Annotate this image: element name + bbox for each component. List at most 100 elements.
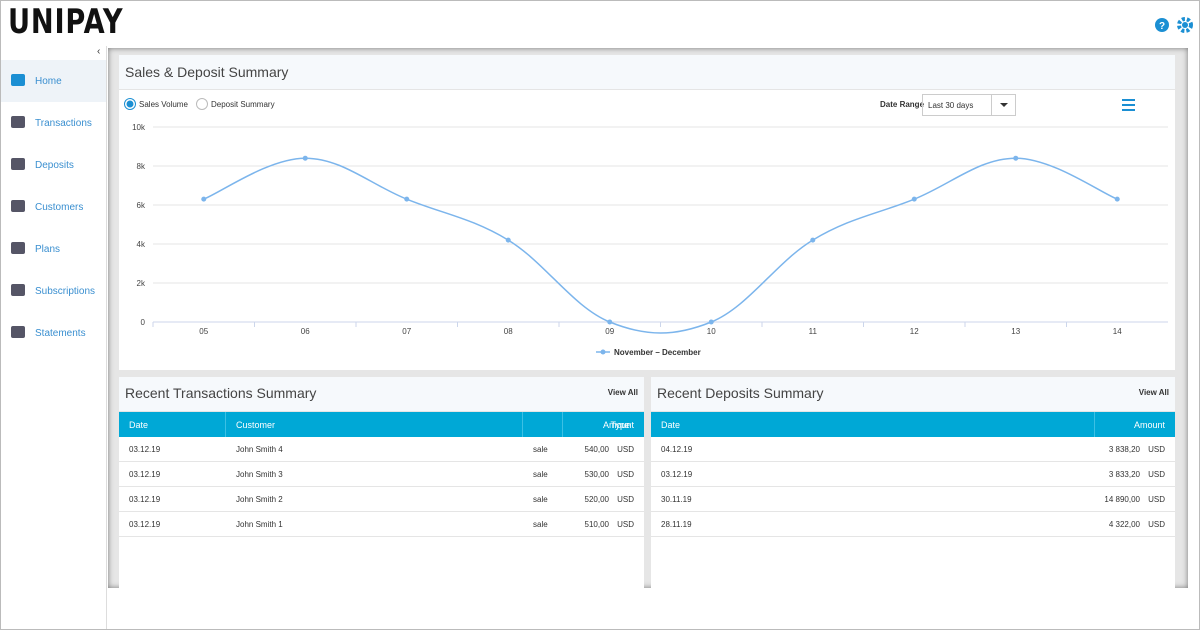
collapse-toggle[interactable]: ‹ [97, 46, 101, 57]
cell: John Smith 2 [236, 495, 283, 504]
table-header: Date Customer Type Amount [119, 412, 644, 437]
nav-item[interactable]: Plans [1, 228, 106, 270]
cell: USD [617, 520, 634, 529]
x-tick-label: 12 [910, 327, 919, 336]
x-tick-label: 09 [605, 327, 614, 336]
legend-label: November – December [614, 348, 701, 357]
data-point [911, 196, 917, 202]
table-header: Date Amount [651, 412, 1175, 437]
panel-title: Recent Deposits Summary [657, 385, 824, 401]
header-icons: ? [1155, 17, 1193, 33]
column-header: Type [610, 420, 630, 430]
chart-menu[interactable] [1122, 99, 1136, 111]
x-tick-label: 07 [402, 327, 411, 336]
table-row: 30.11.19 14 890,00 USD [651, 487, 1175, 512]
table: Date Amount 04.12.19 3 838,20 USD 03.12.19 3 8… [651, 412, 1175, 537]
legend-symbol [600, 349, 606, 355]
data-point [708, 319, 714, 325]
data-point [607, 319, 613, 325]
column-header: Amount [602, 420, 634, 430]
date-range-select[interactable]: Last 30 days [922, 94, 1016, 116]
panel-header: Recent Deposits Summary View All [651, 377, 1175, 412]
column-divider [562, 412, 563, 437]
x-tick-label: 13 [1011, 327, 1020, 336]
cell: USD [1148, 495, 1165, 504]
nav-label: Deposits [35, 160, 74, 171]
nav-icon [11, 326, 25, 338]
table-row: 03.12.19 John Smith 2 sale 520,00 USD [119, 487, 644, 512]
data-point [810, 237, 816, 243]
cell: 3 833,20 [1108, 470, 1140, 479]
cell: USD [617, 445, 634, 454]
cell: 530,00 [584, 470, 609, 479]
view-all[interactable]: View All [607, 388, 638, 397]
cell: 14 890,00 [1104, 495, 1140, 504]
logo[interactable]: UNIPAY [8, 2, 124, 42]
help-icon[interactable] [1155, 18, 1169, 32]
chart-panel: Sales & Deposit Summary Sales Volume Dep… [119, 55, 1175, 370]
transactions-panel: Recent Transactions Summary View All Dat… [119, 377, 644, 588]
table-row: 03.12.19 John Smith 3 sale 530,00 USD [119, 462, 644, 487]
nav-label: Subscriptions [35, 286, 96, 297]
cell: 03.12.19 [129, 495, 161, 504]
data-point [302, 155, 308, 161]
view-all[interactable]: View All [1138, 388, 1169, 397]
nav-item[interactable]: Statements [1, 312, 106, 354]
nav-icon [11, 74, 25, 86]
cell: USD [1148, 445, 1165, 454]
main: Sales & Deposit Summary Sales Volume Dep… [108, 48, 1188, 588]
nav-item[interactable]: Customers [1, 186, 106, 228]
y-tick-label: 10k [132, 123, 146, 132]
column-header: Date [129, 420, 149, 430]
cell: 540,00 [584, 445, 609, 454]
cell: 03.12.19 [129, 470, 161, 479]
column-divider [225, 412, 226, 437]
nav-icon [11, 158, 25, 170]
sidebar: ‹ Home Transactions Deposits Customers Plans… [1, 46, 107, 629]
y-tick-label: 4k [137, 240, 146, 249]
nav-label: Transactions [35, 118, 92, 129]
cell: John Smith 3 [236, 470, 283, 479]
y-tick-label: 2k [137, 279, 146, 288]
data-point [1114, 196, 1120, 202]
nav-icon [11, 284, 25, 296]
x-tick-label: 08 [504, 327, 513, 336]
nav-label: Customers [35, 202, 84, 213]
nav-item[interactable]: Subscriptions [1, 270, 106, 312]
radio-label[interactable]: Sales Volume [139, 100, 188, 109]
y-tick-label: 8k [137, 162, 146, 171]
deposits-panel: Recent Deposits Summary View All Date Amo… [651, 377, 1175, 588]
cell: USD [617, 470, 634, 479]
radio-label[interactable]: Deposit Summary [211, 100, 275, 109]
series-line [203, 157, 1118, 334]
cell: John Smith 4 [236, 445, 283, 454]
date-range-label: Date Range [880, 100, 925, 109]
svg-text:?: ? [1159, 21, 1165, 32]
cell: USD [1148, 470, 1165, 479]
cell: USD [1148, 520, 1165, 529]
column-divider [1094, 412, 1095, 437]
cell: John Smith 1 [236, 520, 283, 529]
nav-item[interactable]: Deposits [1, 144, 106, 186]
cell: 510,00 [584, 520, 609, 529]
data-point [505, 237, 511, 243]
table: Date Customer Type Amount 03.12.19 John Smith… [119, 412, 644, 537]
table-row: 03.12.19 John Smith 1 sale 510,00 USD [119, 512, 644, 537]
panel-title: Recent Transactions Summary [125, 385, 317, 401]
cell: 03.12.19 [661, 470, 693, 479]
chart: 0 2k 4k 6k 8k 10k 05 06 07 08 09 10 11 12 13 14 November… [132, 123, 1168, 357]
panel-title: Sales & Deposit Summary [125, 64, 289, 80]
panel-header: Recent Transactions Summary View All [119, 377, 644, 412]
cell: 4 322,00 [1108, 520, 1140, 529]
settings-icon[interactable] [1177, 17, 1193, 33]
nav-icon [11, 242, 25, 254]
x-tick-label: 06 [301, 327, 310, 336]
nav-label: Plans [35, 244, 61, 255]
nav-item[interactable]: Transactions [1, 102, 106, 144]
nav-item[interactable]: Home [1, 60, 106, 102]
nav-label: Home [35, 76, 62, 87]
cell: sale [533, 470, 548, 479]
x-tick-label: 11 [809, 327, 818, 336]
